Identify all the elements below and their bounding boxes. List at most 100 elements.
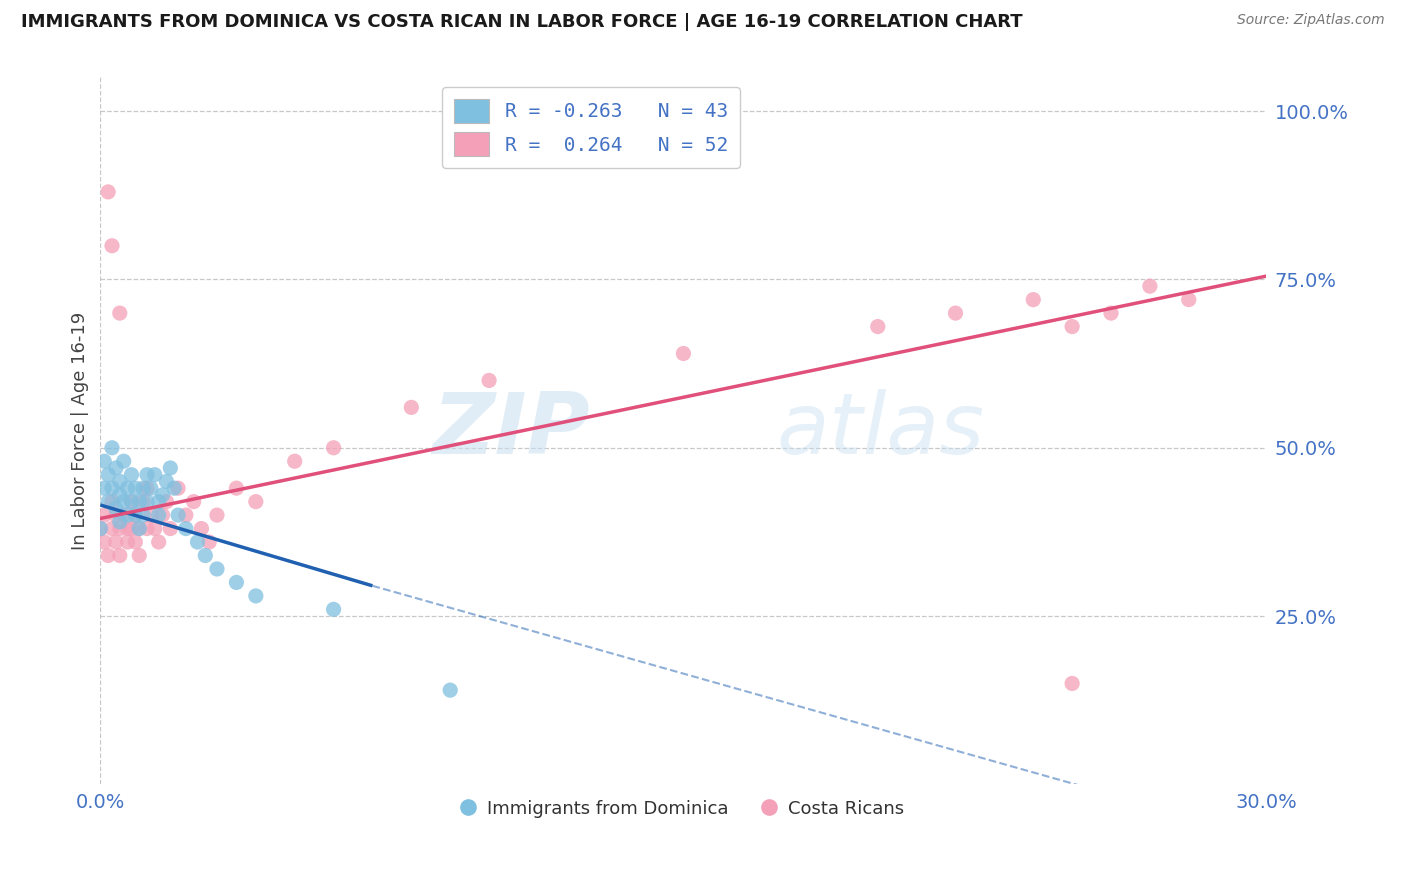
- Point: [120, 494, 142, 508]
- Point: [101, 494, 124, 508]
- Point: [97, 549, 120, 563]
- Point: [322, 441, 344, 455]
- Point: [101, 239, 124, 253]
- Point: [136, 494, 159, 508]
- Point: [117, 522, 139, 536]
- Text: IMMIGRANTS FROM DOMINICA VS COSTA RICAN IN LABOR FORCE | AGE 16-19 CORRELATION C: IMMIGRANTS FROM DOMINICA VS COSTA RICAN …: [21, 13, 1022, 31]
- Point: [148, 535, 170, 549]
- Point: [155, 475, 177, 489]
- Point: [120, 467, 142, 482]
- Point: [128, 494, 150, 508]
- Point: [108, 475, 131, 489]
- Point: [174, 522, 197, 536]
- Point: [136, 481, 159, 495]
- Point: [194, 549, 217, 563]
- Point: [104, 461, 127, 475]
- Point: [136, 467, 159, 482]
- Point: [155, 494, 177, 508]
- Text: Source: ZipAtlas.com: Source: ZipAtlas.com: [1237, 13, 1385, 28]
- Point: [132, 494, 155, 508]
- Point: [439, 683, 461, 698]
- Point: [245, 589, 267, 603]
- Point: [205, 508, 228, 522]
- Point: [152, 508, 174, 522]
- Point: [1022, 293, 1045, 307]
- Point: [136, 522, 159, 536]
- Point: [143, 522, 166, 536]
- Point: [97, 185, 120, 199]
- Legend: Immigrants from Dominica, Costa Ricans: Immigrants from Dominica, Costa Ricans: [456, 792, 911, 825]
- Point: [89, 522, 111, 536]
- Point: [101, 522, 124, 536]
- Point: [1062, 676, 1084, 690]
- Y-axis label: In Labor Force | Age 16-19: In Labor Force | Age 16-19: [72, 312, 89, 550]
- Point: [117, 481, 139, 495]
- Point: [478, 373, 501, 387]
- Point: [104, 535, 127, 549]
- Point: [117, 508, 139, 522]
- Point: [128, 522, 150, 536]
- Point: [108, 515, 131, 529]
- Point: [198, 535, 221, 549]
- Point: [225, 481, 247, 495]
- Point: [104, 501, 127, 516]
- Point: [672, 346, 695, 360]
- Point: [225, 575, 247, 590]
- Point: [108, 549, 131, 563]
- Point: [120, 494, 142, 508]
- Point: [89, 522, 111, 536]
- Point: [132, 508, 155, 522]
- Point: [108, 488, 131, 502]
- Point: [159, 461, 181, 475]
- Point: [104, 508, 127, 522]
- Point: [124, 508, 146, 522]
- Point: [1177, 293, 1199, 307]
- Point: [132, 481, 155, 495]
- Point: [112, 508, 135, 522]
- Point: [186, 535, 208, 549]
- Point: [108, 522, 131, 536]
- Text: ZIP: ZIP: [433, 390, 591, 473]
- Point: [97, 494, 120, 508]
- Point: [93, 508, 115, 522]
- Point: [124, 481, 146, 495]
- Point: [148, 508, 170, 522]
- Point: [139, 481, 162, 495]
- Point: [97, 467, 120, 482]
- Point: [148, 494, 170, 508]
- Point: [205, 562, 228, 576]
- Point: [124, 508, 146, 522]
- Point: [1099, 306, 1122, 320]
- Point: [101, 441, 124, 455]
- Point: [245, 494, 267, 508]
- Point: [93, 481, 115, 495]
- Point: [284, 454, 307, 468]
- Point: [124, 535, 146, 549]
- Point: [866, 319, 889, 334]
- Point: [117, 535, 139, 549]
- Point: [128, 522, 150, 536]
- Point: [1062, 319, 1084, 334]
- Point: [93, 454, 115, 468]
- Point: [108, 306, 131, 320]
- Point: [190, 522, 212, 536]
- Point: [152, 488, 174, 502]
- Point: [128, 549, 150, 563]
- Text: atlas: atlas: [776, 390, 984, 473]
- Point: [174, 508, 197, 522]
- Point: [120, 522, 142, 536]
- Point: [112, 494, 135, 508]
- Point: [93, 535, 115, 549]
- Point: [139, 508, 162, 522]
- Point: [167, 481, 190, 495]
- Point: [945, 306, 967, 320]
- Point: [183, 494, 205, 508]
- Point: [163, 481, 186, 495]
- Point: [167, 508, 190, 522]
- Point: [143, 467, 166, 482]
- Point: [159, 522, 181, 536]
- Point: [101, 481, 124, 495]
- Point: [1139, 279, 1161, 293]
- Point: [401, 401, 423, 415]
- Point: [322, 602, 344, 616]
